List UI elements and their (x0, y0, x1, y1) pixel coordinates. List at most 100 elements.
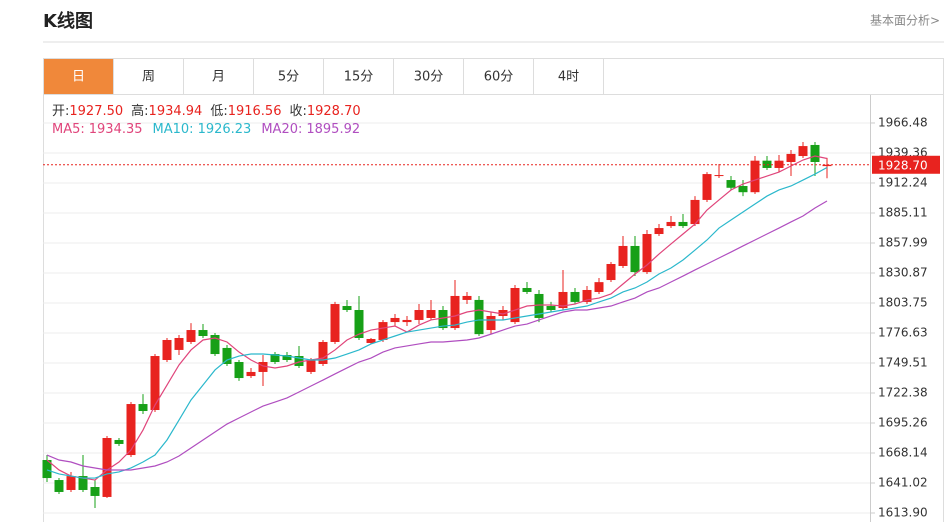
info-value: 1916.56 (228, 104, 282, 119)
candle-body (354, 310, 364, 338)
candle-body (378, 322, 388, 340)
candle-body (630, 245, 640, 273)
info-label: 低: (210, 104, 227, 119)
y-tick-label: 1749.51 (878, 355, 928, 369)
candle-body (258, 362, 268, 372)
y-tick-label: 1966.48 (878, 115, 928, 129)
candle-body (42, 460, 52, 479)
candle-body (594, 282, 604, 292)
candle-body (126, 404, 136, 456)
plot (42, 141, 832, 509)
candle-body (306, 360, 316, 372)
candle-body (642, 234, 652, 273)
tab-label[interactable]: 日 (72, 70, 85, 85)
candle-body (654, 228, 664, 235)
info-value: 1934.94 (149, 104, 203, 119)
info-value: 1928.70 (307, 104, 361, 119)
candle-body (786, 153, 796, 163)
y-tick-label: 1668.14 (878, 445, 928, 459)
ma-line (46, 166, 828, 479)
candle-body (402, 319, 412, 323)
y-tick-label: 1776.63 (878, 325, 928, 339)
y-tick-label: 1695.26 (878, 415, 928, 429)
ohlc-info: 开:1927.50 高:1934.94 低:1916.56 收:1928.70 (52, 103, 361, 119)
tab-label[interactable]: 4时 (558, 70, 579, 85)
candle-body (522, 287, 532, 292)
candle-body (246, 371, 256, 377)
candle-body (462, 295, 472, 300)
candle-body (198, 330, 208, 337)
candle-body (510, 287, 520, 323)
tab[interactable] (533, 58, 604, 95)
info-label: 高: (131, 103, 148, 119)
candle-body (438, 310, 448, 329)
ma-line (46, 200, 828, 471)
tab-label[interactable]: 15分 (344, 70, 374, 85)
info-value: 1927.50 (69, 104, 123, 119)
candle-body (54, 480, 64, 492)
candle-body (582, 289, 592, 302)
y-tick-label: 1641.02 (878, 475, 928, 489)
y-tick-label: 1912.24 (878, 175, 928, 189)
candle-body (426, 310, 436, 318)
ma-value: 1926.23 (198, 122, 252, 137)
y-tick-label: 1722.38 (878, 385, 928, 399)
candle-body (666, 221, 676, 227)
candle-body (738, 186, 748, 193)
tabs: 日 周 月 5分 15分 30分 60分 4时 (43, 58, 604, 95)
ma-info: MA5: 1934.35 MA10: 1926.23 MA20: 1895.92 (52, 122, 360, 137)
candle-body (102, 437, 112, 497)
candle-body (750, 160, 760, 193)
candle-body (234, 362, 244, 379)
tab-label[interactable]: 60分 (484, 70, 514, 85)
y-tick-label: 1613.90 (878, 505, 928, 519)
candle-body (174, 337, 184, 350)
candle-body (342, 306, 352, 311)
y-tick-label: 1885.11 (878, 205, 928, 219)
ma-name: MA20: (261, 122, 302, 137)
last-price-box (872, 155, 940, 174)
fundamentals-link[interactable]: 基本面分析> (870, 14, 940, 28)
candle-body (66, 476, 76, 490)
candle-body (114, 439, 124, 444)
candle-body (162, 339, 172, 361)
candle-body (546, 306, 556, 311)
y-tick-label: 1857.99 (878, 235, 928, 249)
candle-body (486, 315, 496, 331)
candle-body (534, 293, 544, 318)
candle-body (294, 356, 304, 366)
info-label: 收: (289, 104, 306, 119)
candle-body (78, 476, 88, 490)
y-tick-label: 1830.87 (878, 265, 928, 279)
candle-body (150, 356, 160, 411)
candle-body (318, 341, 328, 364)
tab-label[interactable]: 5分 (278, 70, 299, 85)
candle-body (798, 146, 808, 157)
candle-body (690, 199, 700, 225)
tab-label[interactable]: 月 (212, 70, 225, 85)
candle-body (618, 245, 628, 266)
candle-body (714, 175, 724, 177)
candle-body (222, 347, 232, 364)
tab-active[interactable] (43, 58, 114, 95)
candle-body (210, 335, 220, 355)
tab-label[interactable]: 周 (142, 70, 155, 85)
y-tick-label: 1803.75 (878, 295, 928, 309)
page-title: K线图 (43, 10, 93, 32)
candle-body (678, 221, 688, 227)
overlay: 1928.70 (43, 155, 940, 174)
tab[interactable] (323, 58, 394, 95)
candle-body (726, 180, 736, 188)
candle-body (606, 263, 616, 281)
candle-body (282, 355, 292, 361)
candle-body (702, 174, 712, 200)
ma-name: MA5: (52, 122, 85, 137)
grid: 1613.90 1641.02 1668.14 1695.26 1722.38 1749.… (43, 115, 928, 519)
ma-line (46, 155, 828, 481)
candle-body (558, 291, 568, 309)
tab-label[interactable]: 30分 (414, 70, 444, 85)
candle-body (186, 330, 196, 342)
candle-body (366, 338, 376, 343)
